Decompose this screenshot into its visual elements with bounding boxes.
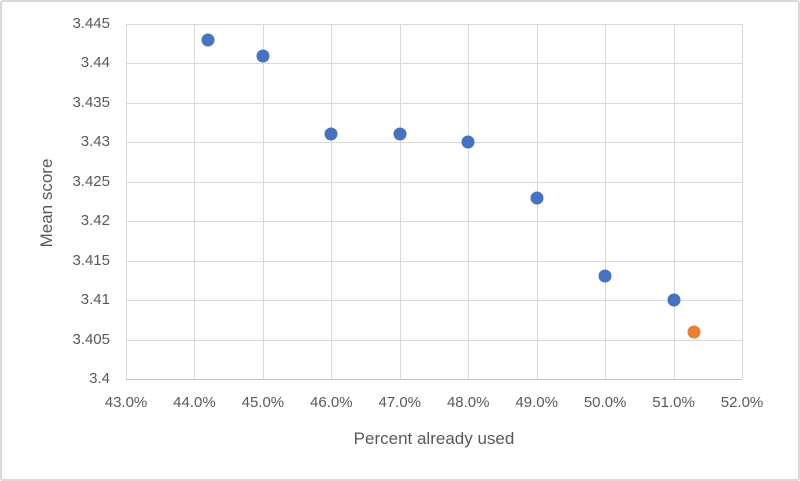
data-point <box>201 33 215 47</box>
x-tick-label: 47.0% <box>378 394 422 411</box>
vertical-gridline <box>125 24 127 379</box>
vertical-gridline <box>399 24 401 379</box>
x-tick-label: 48.0% <box>446 394 490 411</box>
x-tick-label: 43.0% <box>104 394 148 411</box>
data-point <box>393 127 407 141</box>
y-tick-label: 3.435 <box>72 93 110 111</box>
horizontal-gridline <box>126 339 742 341</box>
vertical-gridline <box>604 24 606 379</box>
data-point <box>324 127 338 141</box>
data-point <box>530 191 544 205</box>
x-tick-label: 50.0% <box>583 394 627 411</box>
vertical-gridline <box>193 24 195 379</box>
horizontal-gridline <box>126 260 742 262</box>
y-tick-label: 3.425 <box>72 172 110 190</box>
x-tick-label: 46.0% <box>310 394 353 411</box>
y-axis-tick-labels: 3.4 3.405 3.41 3.415 3.42 3.425 3.43 3.435 3.44 3… <box>2 15 110 387</box>
x-axis-title: Percent already used <box>353 429 515 448</box>
horizontal-gridline <box>126 220 742 222</box>
x-axis-line <box>126 378 742 380</box>
data-point <box>461 135 475 149</box>
y-tick-label: 3.405 <box>72 330 110 348</box>
data-point <box>687 325 701 339</box>
horizontal-gridline <box>126 102 742 104</box>
x-tick-label: 44.0% <box>173 394 216 411</box>
y-tick-label: 3.415 <box>72 251 110 269</box>
y-tick-label: 3.43 <box>80 133 110 151</box>
horizontal-gridline <box>126 299 742 301</box>
plot-area <box>125 23 743 380</box>
y-tick-label: 3.4 <box>89 370 110 387</box>
horizontal-gridline <box>126 141 742 143</box>
horizontal-gridline <box>126 62 742 64</box>
data-point <box>598 269 612 283</box>
y-tick-label: 3.42 <box>80 212 110 230</box>
x-axis-tick-labels: 43.0% 44.0% 45.0% 46.0% 47.0% 48.0% 49.0% 50.0%… <box>105 394 764 414</box>
x-tick-label: 52.0% <box>720 394 764 411</box>
vertical-gridline <box>330 24 332 379</box>
vertical-gridline <box>673 24 675 379</box>
data-point <box>667 293 681 307</box>
x-tick-label: 45.0% <box>241 394 285 411</box>
vertical-gridline <box>262 24 264 379</box>
horizontal-gridline <box>126 23 742 25</box>
data-point <box>256 49 270 63</box>
x-tick-label: 51.0% <box>652 394 695 411</box>
horizontal-gridline <box>126 181 742 183</box>
y-tick-label: 3.445 <box>72 15 110 32</box>
x-tick-label: 49.0% <box>515 394 558 411</box>
vertical-gridline <box>467 24 469 379</box>
vertical-gridline <box>741 24 743 379</box>
y-tick-label: 3.41 <box>80 291 110 309</box>
y-tick-label: 3.44 <box>80 54 110 72</box>
